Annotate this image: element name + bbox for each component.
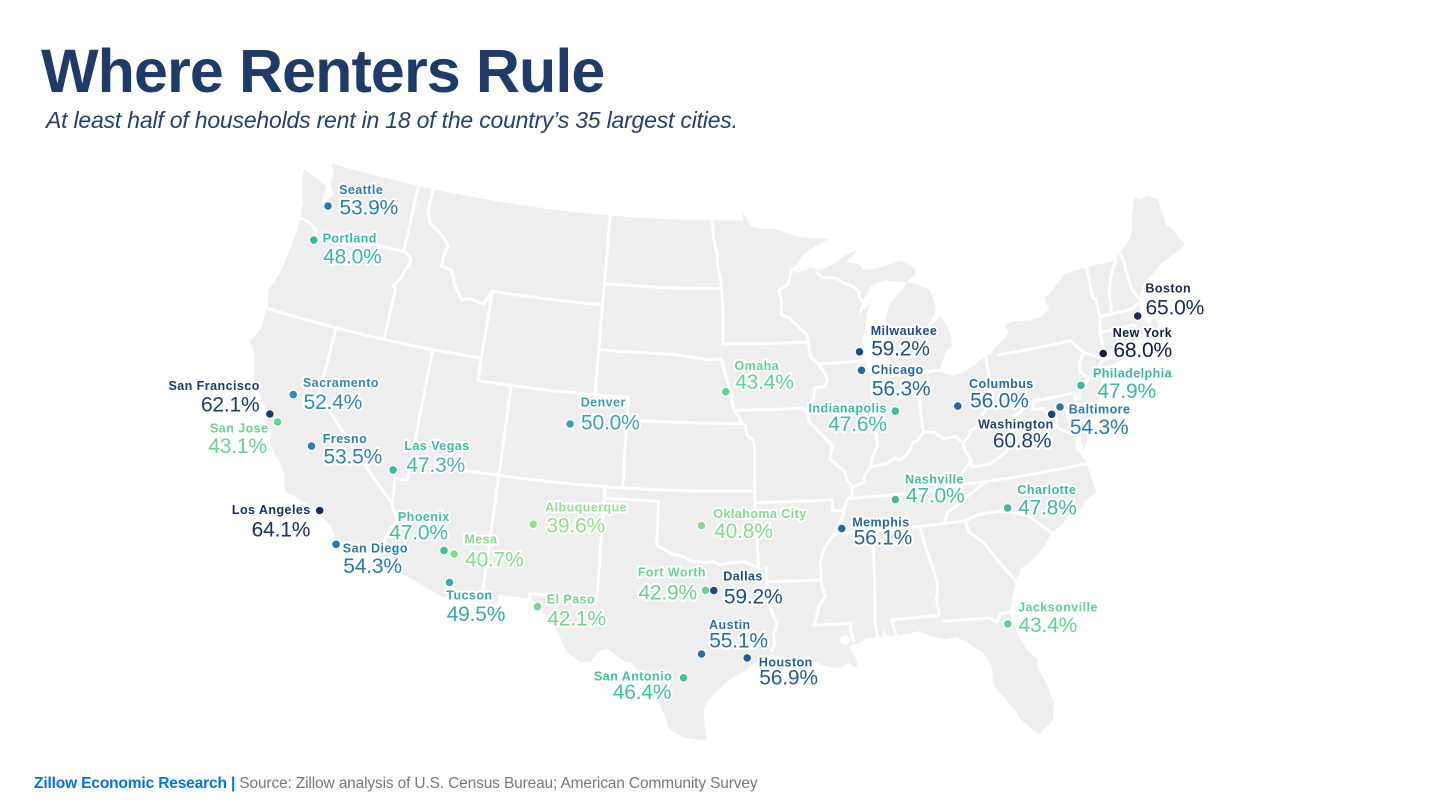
svg-text:Las Vegas: Las Vegas	[404, 439, 469, 453]
svg-text:Milwaukee: Milwaukee	[871, 324, 938, 338]
svg-text:47.3%: 47.3%	[406, 454, 465, 477]
svg-text:46.4%: 46.4%	[613, 681, 672, 704]
svg-text:Houston: Houston	[759, 656, 813, 670]
svg-text:El Paso: El Paso	[547, 593, 595, 607]
svg-text:53.5%: 53.5%	[324, 446, 383, 469]
svg-text:59.2%: 59.2%	[724, 586, 783, 609]
svg-text:Portland: Portland	[323, 232, 377, 246]
svg-text:Denver: Denver	[581, 396, 626, 410]
svg-text:Chicago: Chicago	[871, 363, 923, 377]
svg-text:Columbus: Columbus	[969, 377, 1034, 391]
svg-text:Boston: Boston	[1145, 282, 1191, 296]
svg-text:52.4%: 52.4%	[304, 391, 363, 414]
svg-text:Austin: Austin	[709, 618, 751, 632]
svg-text:65.0%: 65.0%	[1146, 297, 1205, 320]
svg-text:Nashville: Nashville	[905, 472, 964, 486]
svg-text:47.0%: 47.0%	[906, 485, 965, 508]
svg-text:Seattle: Seattle	[339, 183, 383, 197]
svg-text:54.3%: 54.3%	[1070, 416, 1129, 439]
svg-text:Jacksonville: Jacksonville	[1018, 600, 1098, 614]
svg-text:Albuquerque: Albuquerque	[545, 501, 627, 515]
svg-text:68.0%: 68.0%	[1113, 339, 1172, 362]
svg-text:Indianapolis: Indianapolis	[808, 402, 886, 416]
svg-text:Fort Worth: Fort Worth	[638, 566, 706, 580]
svg-text:42.1%: 42.1%	[547, 607, 606, 630]
svg-text:40.7%: 40.7%	[465, 549, 524, 572]
svg-text:Oklahoma City: Oklahoma City	[713, 507, 806, 521]
svg-text:39.6%: 39.6%	[546, 514, 605, 537]
svg-text:San Diego: San Diego	[343, 542, 408, 556]
svg-text:San Jose: San Jose	[210, 421, 269, 435]
svg-text:60.8%: 60.8%	[993, 429, 1052, 452]
svg-text:San Francisco: San Francisco	[168, 379, 259, 393]
svg-text:San Antonio: San Antonio	[594, 669, 672, 683]
svg-text:53.9%: 53.9%	[340, 197, 399, 220]
svg-text:47.9%: 47.9%	[1097, 380, 1156, 403]
svg-text:56.1%: 56.1%	[854, 526, 913, 549]
svg-text:49.5%: 49.5%	[447, 603, 506, 626]
svg-text:50.0%: 50.0%	[581, 412, 640, 435]
svg-text:Fresno: Fresno	[323, 432, 367, 446]
svg-text:Philadelphia: Philadelphia	[1093, 366, 1173, 380]
svg-text:62.1%: 62.1%	[201, 393, 260, 416]
svg-text:47.8%: 47.8%	[1018, 497, 1077, 520]
svg-text:Tucson: Tucson	[446, 588, 492, 602]
svg-text:56.9%: 56.9%	[759, 667, 818, 690]
svg-text:48.0%: 48.0%	[323, 246, 382, 269]
svg-text:59.2%: 59.2%	[871, 338, 930, 361]
svg-text:Baltimore: Baltimore	[1069, 403, 1131, 417]
svg-text:Charlotte: Charlotte	[1017, 483, 1076, 497]
svg-text:Dallas: Dallas	[723, 570, 763, 584]
svg-text:Sacramento: Sacramento	[303, 376, 379, 390]
svg-text:56.3%: 56.3%	[872, 378, 931, 401]
svg-text:40.8%: 40.8%	[714, 520, 773, 543]
svg-text:54.3%: 54.3%	[343, 555, 402, 578]
svg-text:Phoenix: Phoenix	[398, 510, 450, 524]
svg-text:Omaha: Omaha	[735, 359, 780, 373]
svg-text:Memphis: Memphis	[852, 515, 909, 529]
svg-text:New York: New York	[1113, 326, 1172, 340]
svg-text:47.6%: 47.6%	[828, 413, 887, 436]
svg-text:42.9%: 42.9%	[638, 582, 697, 605]
svg-text:55.1%: 55.1%	[709, 630, 768, 653]
svg-text:64.1%: 64.1%	[252, 518, 311, 541]
svg-text:Mesa: Mesa	[464, 533, 498, 547]
svg-text:56.0%: 56.0%	[970, 389, 1029, 412]
svg-text:43.1%: 43.1%	[208, 435, 267, 458]
svg-text:47.0%: 47.0%	[389, 521, 448, 544]
svg-text:Washington: Washington	[978, 417, 1054, 431]
svg-text:43.4%: 43.4%	[735, 371, 794, 394]
svg-text:43.4%: 43.4%	[1019, 614, 1078, 637]
svg-text:Los Angeles: Los Angeles	[232, 503, 311, 517]
